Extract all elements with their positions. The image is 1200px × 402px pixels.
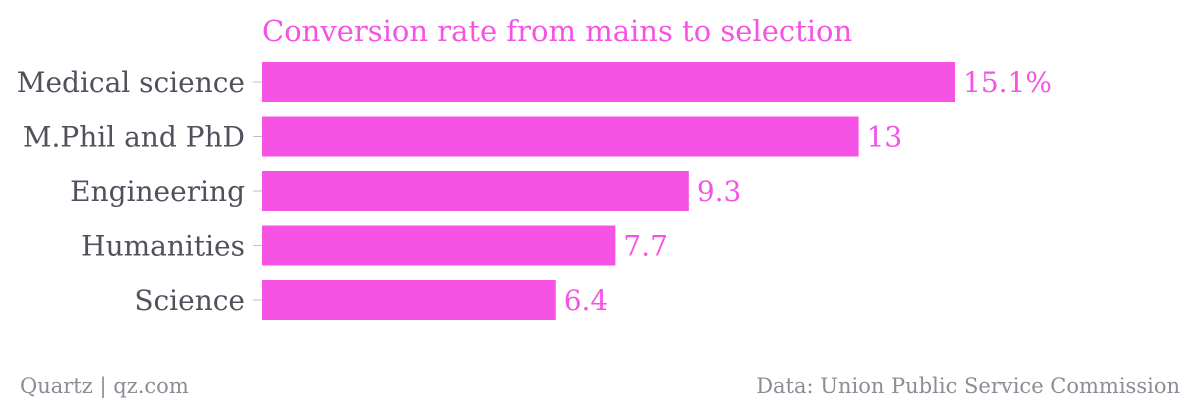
value-label: 13 [867,121,903,154]
source-credit: Quartz | qz.com [20,374,189,399]
category-label: Engineering [70,175,245,208]
category-label: Medical science [17,66,245,99]
category-label: Humanities [81,230,245,263]
value-label: 7.7 [623,230,668,263]
bar [262,116,859,157]
value-label: 9.3 [697,175,742,208]
value-label: 6.4 [564,284,609,317]
data-source: Data: Union Public Service Commission [756,374,1180,398]
category-label: M.Phil and PhD [23,121,245,154]
value-label: 15.1% [963,66,1052,99]
chart-title: Conversion rate from mains to selection [262,14,852,48]
bar [262,225,616,266]
bar [262,171,689,211]
bars-layer: Medical science 15.1% M.Phil and PhD 13 Engi… [17,62,1052,320]
bar [262,280,556,320]
category-label: Science [134,284,245,317]
bar [262,62,955,102]
